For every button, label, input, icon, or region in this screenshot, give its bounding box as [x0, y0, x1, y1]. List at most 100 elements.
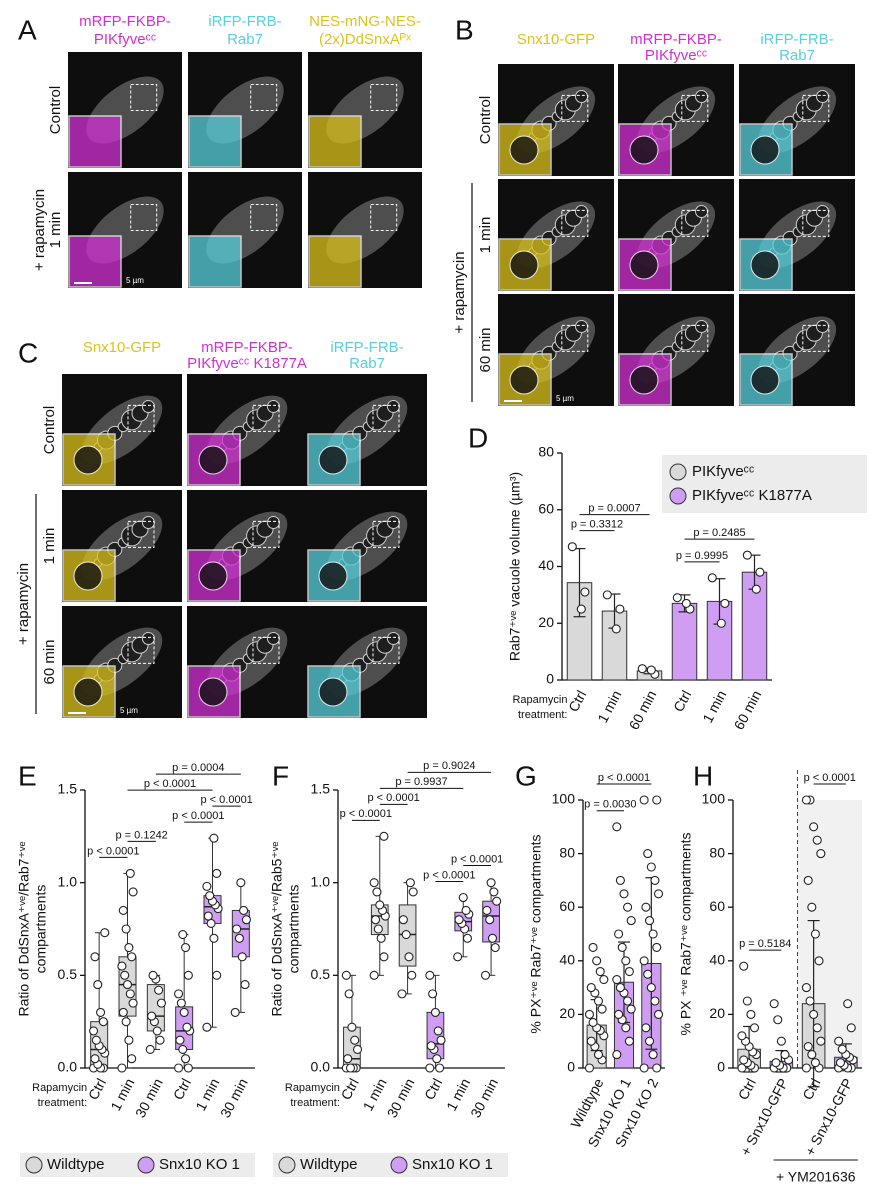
zoom-box — [681, 324, 709, 352]
p-value: p = 0.5184 — [739, 938, 791, 950]
y-tick-label: 40 — [709, 952, 725, 968]
p-value: p < 0.0001 — [172, 810, 224, 822]
vacuole — [816, 204, 830, 218]
vacuole — [575, 89, 589, 103]
p-value: p = 0.1242 — [116, 829, 168, 841]
vacuole — [266, 399, 280, 413]
zoom-box — [802, 324, 830, 352]
data-point — [755, 567, 765, 577]
data-point — [90, 952, 100, 962]
y-tick-label: 1.5 — [311, 781, 331, 797]
data-point — [179, 1007, 189, 1017]
data-point — [212, 970, 222, 980]
data-point — [118, 1007, 128, 1017]
data-point — [209, 833, 219, 843]
x-axis-title: Rapamycin — [32, 1082, 87, 1094]
channel-header: PIKfyveᶜᶜ — [645, 47, 707, 64]
data-point — [595, 966, 605, 977]
data-point — [373, 924, 383, 934]
data-point — [809, 1009, 819, 1019]
inset-vacuole — [73, 561, 103, 591]
panel-letter: C — [18, 337, 38, 368]
zoom-box — [802, 209, 830, 237]
data-point — [812, 1023, 822, 1033]
data-point — [343, 1054, 353, 1064]
data-point — [435, 1063, 445, 1073]
y-tick-label: 1.0 — [58, 873, 78, 889]
y-axis-title: Ratio of DdSnxA⁺ᵛᵉ/Rab5⁺ᵛᵉ — [269, 841, 285, 1016]
data-point — [611, 624, 621, 634]
vacuole — [386, 631, 400, 645]
vacuole — [695, 319, 709, 333]
y-tick-label: 60 — [559, 898, 575, 914]
inset-vacuole — [318, 445, 348, 475]
data-point — [641, 1023, 651, 1033]
x-tick-label: 1 min — [359, 1076, 389, 1114]
legend-swatch — [278, 1156, 296, 1174]
data-point — [742, 550, 752, 560]
inset — [188, 115, 242, 168]
p-value: p < 0.0001 — [598, 772, 650, 784]
row-label: 60 min — [41, 639, 58, 684]
p-value: p = 0.0004 — [172, 762, 224, 774]
data-point — [614, 1009, 624, 1019]
inset-vacuole — [509, 135, 539, 165]
data-point — [650, 996, 660, 1006]
data-point — [375, 900, 385, 910]
vacuole — [141, 631, 155, 645]
data-point — [181, 942, 191, 953]
zoom-box — [252, 404, 280, 432]
data-point — [643, 969, 653, 979]
data-point — [206, 918, 216, 928]
zoom-box — [370, 83, 398, 111]
data-point — [801, 795, 811, 805]
data-point — [584, 1063, 595, 1073]
data-point — [567, 542, 577, 552]
data-point — [751, 584, 761, 594]
p-value: p = 0.2485 — [693, 527, 745, 539]
data-point — [586, 983, 596, 993]
data-point — [639, 795, 649, 805]
x-tick-label: 1 min — [192, 1076, 222, 1114]
data-point — [344, 989, 354, 999]
row-label: Control — [477, 96, 494, 144]
data-point — [156, 998, 166, 1008]
data-point — [720, 598, 730, 608]
row-label: Control — [47, 86, 64, 134]
data-point — [458, 892, 468, 903]
channel-header: iRFP-FRB- — [330, 339, 403, 356]
p-value: p < 0.0001 — [144, 778, 196, 790]
zoom-box — [681, 94, 709, 122]
data-point — [639, 1063, 649, 1073]
data-point — [584, 1009, 595, 1019]
data-point — [773, 1015, 783, 1025]
data-point — [148, 970, 158, 980]
vacuole — [266, 515, 280, 529]
x-tick-label: 1 min — [443, 1076, 473, 1114]
x-tick-label: 30 min — [132, 1076, 166, 1121]
channel-header: mRFP-FKBP- — [201, 339, 293, 356]
channel-header: Snx10-GFP — [83, 339, 161, 356]
data-point — [615, 983, 625, 993]
data-point — [100, 928, 110, 938]
data-point — [771, 1058, 781, 1068]
x-tick-label: 30 min — [217, 1076, 251, 1121]
channel-header: iRFP-FRB- — [760, 31, 833, 48]
channel-header: iRFP-FRB- — [208, 13, 281, 30]
data-point — [749, 1023, 760, 1033]
data-point — [807, 1050, 817, 1060]
p-value: p < 0.0001 — [368, 792, 420, 804]
data-point — [652, 1063, 662, 1073]
legend-label: PIKfyveᶜᶜ — [692, 463, 754, 480]
x-tick-label: Ctrl — [337, 1076, 361, 1103]
data-point — [178, 1044, 188, 1055]
data-point — [486, 878, 496, 888]
data-point — [121, 924, 131, 934]
data-point — [90, 1054, 100, 1064]
data-point — [485, 915, 495, 925]
data-point — [648, 929, 658, 939]
data-point — [646, 862, 656, 872]
inset — [188, 235, 242, 288]
channel-header: PIKfyveᶜᶜ K1877A — [187, 355, 307, 372]
x-tick-label: Ctrl — [799, 1076, 823, 1103]
